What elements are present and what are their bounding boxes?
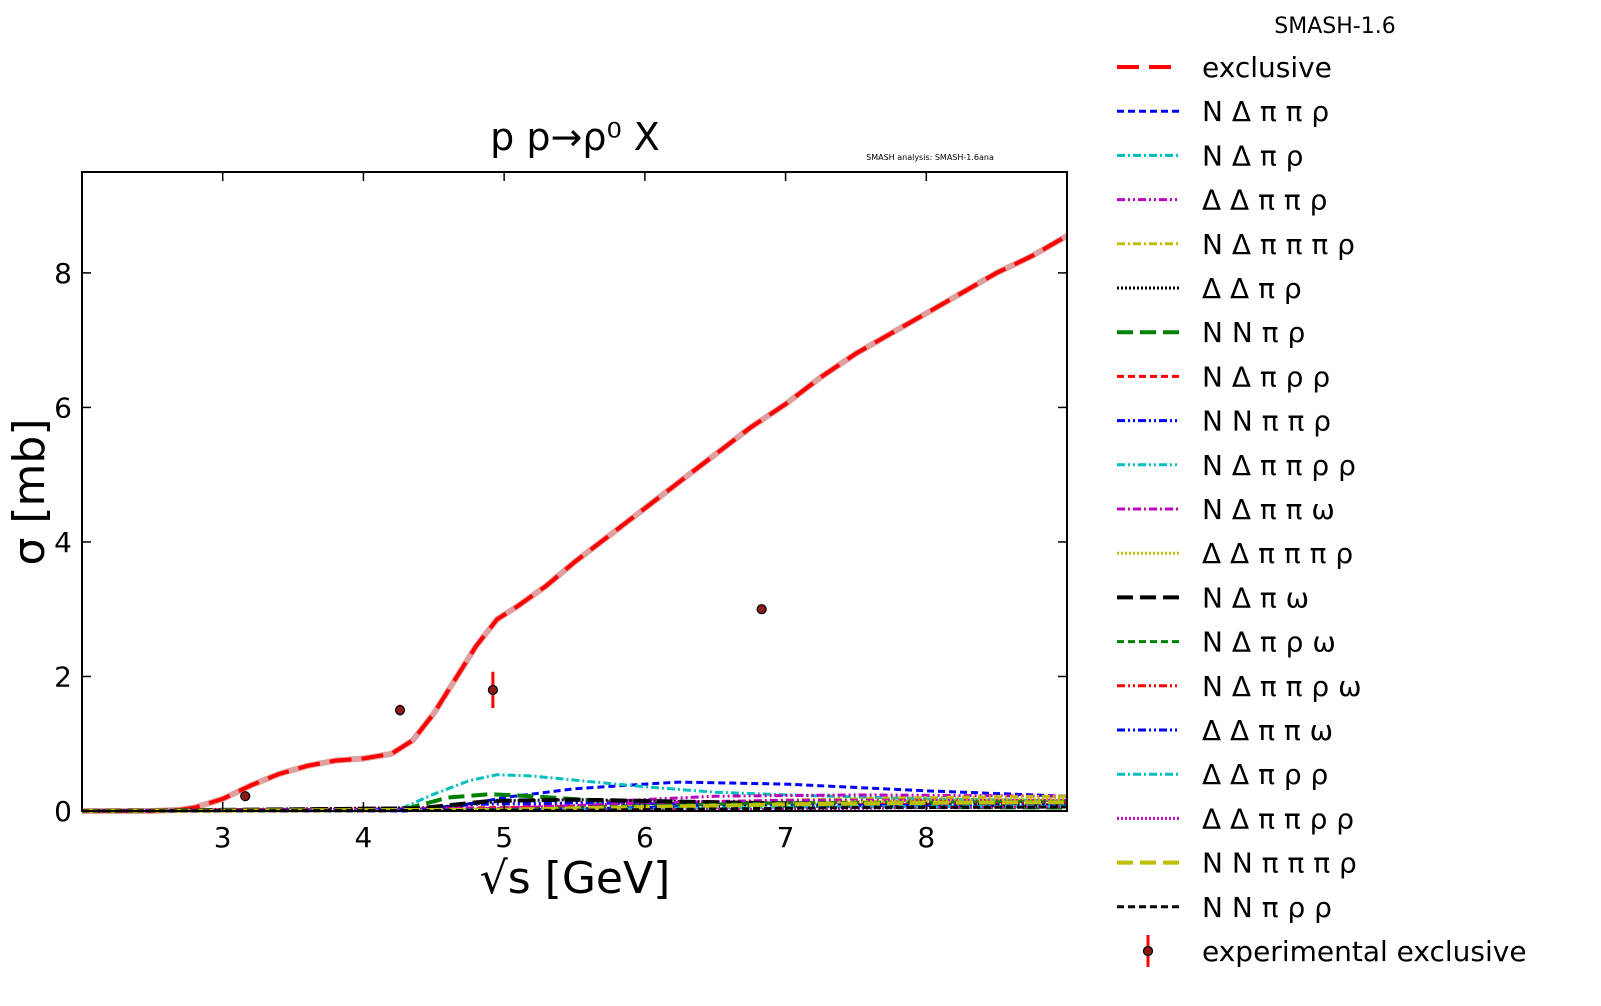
- x-tick-label: 4: [355, 821, 373, 854]
- legend-title: SMASH-1.6: [1274, 14, 1395, 39]
- legend-item: exclusive: [1117, 51, 1332, 84]
- x-axis-label: √s [GeV]: [480, 853, 671, 904]
- legend-label: N N π π ρ: [1202, 405, 1331, 438]
- legend-label: Δ Δ π π π ρ: [1202, 537, 1353, 570]
- x-tick-label: 5: [495, 821, 513, 854]
- legend-label: Δ Δ π ρ: [1202, 272, 1302, 305]
- legend-label: Δ Δ π π ρ: [1202, 184, 1327, 217]
- legend-item: N N π π π ρ: [1117, 847, 1357, 880]
- x-tick-label: 7: [777, 821, 795, 854]
- legend-label: N N π π π ρ: [1202, 847, 1357, 880]
- legend-label: N Δ π ω: [1202, 581, 1309, 614]
- experimental-point: [756, 604, 767, 615]
- legend-item: Δ Δ π π ω: [1117, 714, 1333, 747]
- data-marker: [394, 705, 406, 716]
- data-marker: [240, 791, 251, 802]
- y-tick-label: 4: [54, 526, 72, 559]
- legend-item: N Δ π ρ: [1117, 139, 1303, 172]
- legend-label: N N π ρ ρ: [1202, 891, 1332, 924]
- experimental-points: [240, 604, 767, 802]
- data-marker: [487, 684, 498, 696]
- legend-item: N Δ π π ρ ρ: [1117, 449, 1356, 482]
- y-axis-label: σ [mb]: [4, 419, 55, 566]
- legend-item: experimental exclusive: [1142, 935, 1527, 968]
- series-line-0: [82, 234, 1068, 813]
- analysis-watermark: SMASH analysis: SMASH-1.6ana: [866, 153, 994, 162]
- y-tick-label: 2: [54, 660, 72, 693]
- legend-label: Δ Δ π π ω: [1202, 714, 1333, 747]
- legend-label: N Δ π π π ρ: [1202, 228, 1355, 261]
- legend-label: N Δ π π ρ: [1202, 95, 1329, 128]
- series-line-19: [81, 805, 1068, 813]
- y-tick-label: 0: [54, 795, 72, 828]
- x-tick-label: 3: [214, 821, 232, 854]
- legend-label: Δ Δ π π ρ ρ: [1202, 802, 1354, 835]
- legend-item: N Δ π ω: [1117, 581, 1309, 614]
- legend-item: N N π ρ: [1117, 316, 1305, 349]
- legend-label: N Δ π π ρ ω: [1202, 670, 1362, 703]
- legend-item: Δ Δ π ρ: [1117, 272, 1302, 305]
- legend-label: N Δ π ρ: [1202, 139, 1303, 172]
- legend-label: N N π ρ: [1202, 316, 1305, 349]
- legend-marker: [1142, 945, 1154, 957]
- series-line-6: [81, 792, 1068, 813]
- legend-label: N Δ π ρ ρ: [1202, 360, 1330, 393]
- legend-label: exclusive: [1202, 51, 1332, 84]
- legend: exclusive N Δ π π ρ N Δ π ρ Δ Δ π π ρ N Δ π …: [1117, 51, 1527, 968]
- experimental-point: [394, 704, 406, 716]
- legend-item: N Δ π π ρ: [1117, 95, 1329, 128]
- legend-item: N Δ π π ω: [1117, 493, 1335, 526]
- y-tick-label: 8: [54, 257, 72, 290]
- legend-item: N N π ρ ρ: [1117, 891, 1332, 924]
- series-line-2: [81, 773, 1068, 813]
- legend-label: experimental exclusive: [1202, 935, 1527, 968]
- legend-item: Δ Δ π π ρ ρ: [1117, 802, 1354, 835]
- legend-label: N Δ π π ω: [1202, 493, 1335, 526]
- legend-item: Δ Δ π π π ρ: [1117, 537, 1353, 570]
- legend-item: N Δ π π π ρ: [1117, 228, 1355, 261]
- data-marker: [756, 604, 767, 615]
- x-tick-label: 8: [917, 821, 935, 854]
- chart-title: p p→ρ⁰ X: [490, 115, 660, 159]
- series-line-18: [81, 800, 1068, 813]
- legend-label: Δ Δ π ρ ρ: [1202, 758, 1328, 791]
- y-tick-label: 6: [54, 391, 72, 424]
- legend-item: N Δ π ρ ρ: [1117, 360, 1330, 393]
- series-line-underlay-0: [82, 233, 1069, 814]
- series-line-8: [81, 801, 1068, 813]
- legend-item: Δ Δ π ρ ρ: [1117, 758, 1328, 791]
- experimental-point: [487, 671, 498, 709]
- experimental-point: [240, 791, 251, 802]
- series-line-4: [81, 794, 1068, 813]
- axis-ticks: 3 4 5 6 7 8 0 2 4 6 8: [54, 172, 1067, 854]
- legend-item: N Δ π ρ ω: [1117, 626, 1336, 659]
- plot-frame: [81, 171, 1068, 812]
- legend-item: N Δ π π ρ ω: [1117, 670, 1362, 703]
- legend-item: Δ Δ π π ρ: [1117, 184, 1327, 217]
- legend-label: N Δ π π ρ ρ: [1202, 449, 1356, 482]
- legend-item: N N π π ρ: [1117, 405, 1331, 438]
- x-tick-label: 6: [636, 821, 654, 854]
- series-layer: [81, 233, 1069, 814]
- legend-label: N Δ π ρ ω: [1202, 626, 1336, 659]
